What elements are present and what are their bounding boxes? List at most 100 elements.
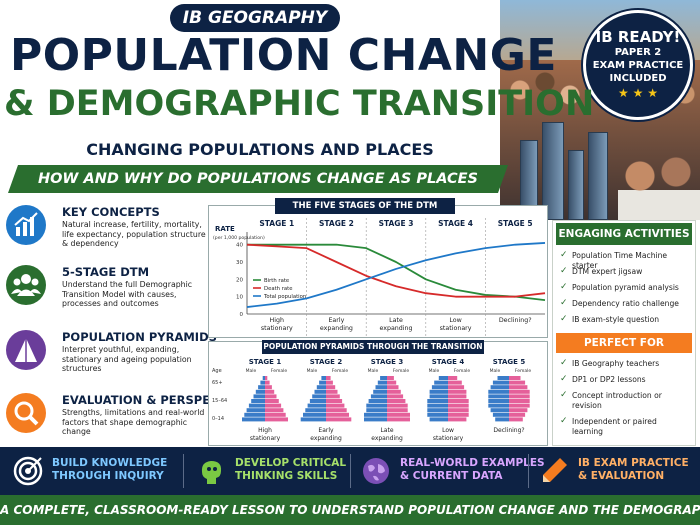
divider (183, 454, 184, 488)
female-bar (387, 412, 410, 417)
pyramid-label: expanding (310, 435, 342, 442)
female-bar (509, 385, 528, 390)
female-bar (509, 376, 521, 380)
perfect-for-heading: PERFECT FOR (556, 333, 692, 353)
pyramid-label: Low (442, 427, 454, 434)
age-band-label: 0–14 (212, 416, 224, 422)
concept-dtm: 5-STAGE DTM Understand the full Demograp… (6, 265, 206, 327)
check-icon: ✓ (560, 374, 568, 384)
legend-label: Birth rate (264, 278, 289, 284)
female-bar (326, 399, 343, 403)
female-bar (387, 403, 408, 408)
ib-ready-line3: EXAM PRACTICE (592, 60, 684, 71)
divider (350, 454, 351, 488)
legend-label: Death rate (264, 286, 292, 292)
female-bar (448, 394, 467, 399)
female-bar (509, 417, 523, 422)
female-bar (509, 380, 526, 385)
legend-label: Total population (263, 294, 306, 300)
concept-text: Strengths, limitations and real-world fa… (62, 408, 205, 437)
male-label: Male (307, 368, 318, 374)
female-bar (448, 399, 469, 403)
benefit-line2: & EVALUATION (578, 470, 665, 482)
title-line1: POPULATION CHANGE (10, 30, 557, 81)
male-bar (429, 394, 448, 399)
female-bar (448, 403, 469, 408)
female-bar (265, 385, 272, 390)
stage-label: High (270, 317, 284, 324)
y-axis-sublabel: (per 1,000 population) (213, 235, 265, 241)
pyramids-panel: Age 65+ 15–64 0–14 STAGE 1 Male Female High stat… (208, 341, 548, 446)
female-bar (448, 385, 465, 390)
pyramid-label: stationary (250, 435, 281, 442)
benefit-line1: DEVELOP CRITICAL (235, 457, 347, 469)
activity-text: Dependency ratio challenge (572, 299, 679, 308)
pyramid-label: Declining? (493, 427, 524, 434)
check-icon: ✓ (560, 358, 568, 368)
check-icon: ✓ (560, 390, 568, 400)
male-bar (251, 399, 265, 403)
female-bar (265, 394, 277, 399)
stage-label: Late (389, 317, 403, 324)
pyramid-stage-heading: STAGE 2 (310, 358, 343, 366)
male-bar (427, 412, 448, 417)
title-line2: & DEMOGRAPHIC TRANSITION (4, 84, 595, 124)
activity-text: Population pyramid analysis (572, 283, 679, 292)
male-bar (319, 380, 326, 385)
benefit-line1: IB EXAM PRACTICE (578, 457, 689, 469)
y-tick-label: 30 (236, 260, 243, 266)
female-bar (448, 389, 467, 394)
pyramid-label: expanding (371, 435, 403, 442)
benefit-inquiry: BUILD KNOWLEDGE THROUGH INQUIRY (12, 455, 172, 489)
concept-heading: EVALUATION & PERSPECTIVES (62, 393, 256, 407)
male-bar (427, 403, 448, 408)
female-bar (448, 412, 469, 417)
footer-banner: A COMPLETE, CLASSROOM-READY LESSON TO UN… (0, 495, 700, 525)
male-bar (492, 380, 509, 385)
female-label: Female (393, 368, 410, 374)
male-bar (300, 417, 326, 422)
check-icon: ✓ (560, 314, 568, 324)
check-icon: ✓ (560, 298, 568, 308)
target-icon (12, 455, 44, 487)
male-bar (305, 408, 326, 413)
female-bar (509, 412, 526, 417)
male-bar (370, 394, 387, 399)
female-bar (509, 403, 530, 408)
activity-item: ✓ Dependency ratio challenge (560, 298, 690, 309)
male-label: Male (368, 368, 379, 374)
age-band-label: 15–64 (212, 398, 227, 404)
dtm-title: THE FIVE STAGES OF THE DTM (275, 198, 455, 214)
female-bar (326, 376, 331, 380)
female-bar (265, 376, 268, 380)
activity-text: DTM expert jigsaw (572, 267, 643, 276)
perfect-text: IB Geography teachers (572, 359, 660, 368)
activity-text: Population Time Machine starter (572, 251, 668, 270)
male-bar (427, 408, 448, 413)
pyramid-stage-heading: STAGE 1 (249, 358, 282, 366)
male-bar (364, 417, 387, 422)
male-label: Male (490, 368, 501, 374)
y-tick-label: 40 (236, 243, 243, 249)
female-bar (448, 417, 467, 422)
concept-key-concepts: KEY CONCEPTS Natural increase, fertility… (6, 205, 206, 263)
ib-ready-badge: IB READY! PAPER 2 EXAM PRACTICE INCLUDED… (583, 10, 693, 120)
female-bar (326, 385, 336, 390)
male-bar (488, 394, 509, 399)
stage-heading: STAGE 5 (498, 219, 533, 228)
pyramid-label: stationary (433, 435, 464, 442)
female-bar (387, 394, 404, 399)
benefit-realworld: REAL-WORLD EXAMPLES & CURRENT DATA (360, 455, 545, 489)
male-bar (244, 412, 265, 417)
stage-label: expanding (320, 325, 353, 332)
benefit-text: REAL-WORLD EXAMPLES & CURRENT DATA (400, 457, 545, 483)
male-bar (488, 399, 509, 403)
check-icon: ✓ (560, 282, 568, 292)
total-population-line (246, 242, 546, 308)
subtitle: CHANGING POPULATIONS AND PLACES (86, 140, 434, 159)
female-bar (387, 389, 401, 394)
concept-text: Natural increase, fertility, mortality, … (62, 220, 206, 249)
female-bar (448, 376, 458, 380)
female-label: Female (515, 368, 532, 374)
male-bar (248, 403, 265, 408)
